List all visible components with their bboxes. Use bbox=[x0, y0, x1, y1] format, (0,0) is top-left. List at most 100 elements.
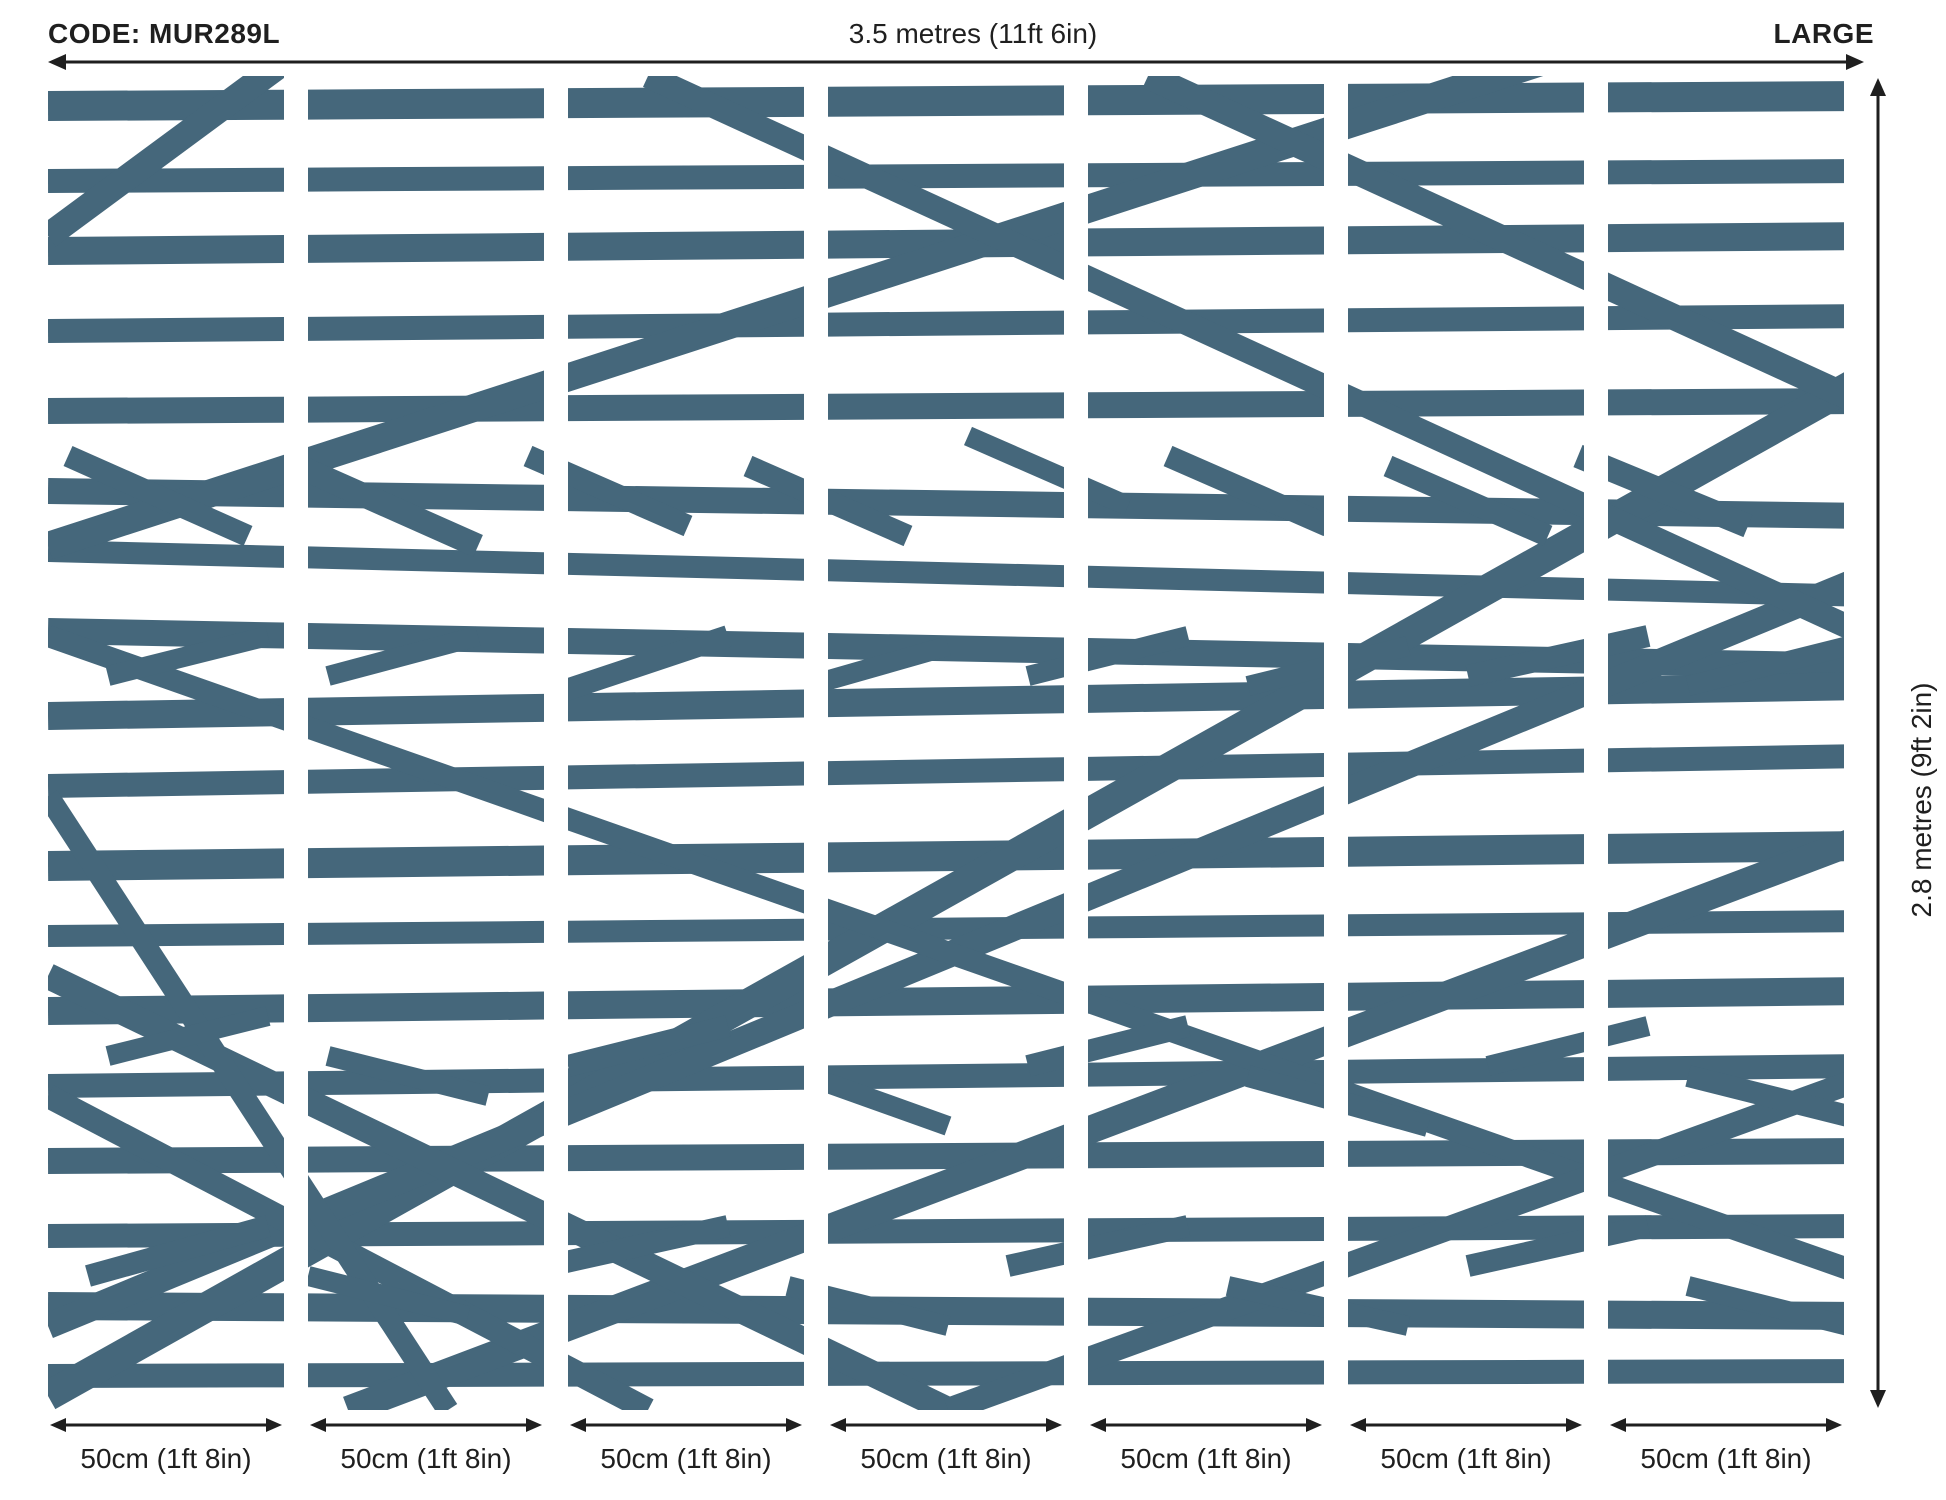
pattern-stripe bbox=[48, 540, 284, 568]
pattern-stripe bbox=[1088, 1360, 1324, 1386]
panel-width-label: 50cm (1ft 8in) bbox=[1380, 1443, 1552, 1474]
pattern-stripe bbox=[1608, 1359, 1844, 1384]
pattern-stripe bbox=[308, 715, 544, 823]
pattern-stripe bbox=[1348, 678, 1584, 805]
pattern-stripe bbox=[48, 789, 284, 1179]
panel-arrow-right-head bbox=[1306, 1418, 1322, 1432]
pattern-stripe bbox=[1348, 517, 1584, 685]
pattern-stripe bbox=[1348, 1139, 1584, 1167]
pattern-stripe bbox=[48, 1085, 284, 1234]
pattern-stripe bbox=[1025, 1045, 1064, 1077]
mural-pattern bbox=[308, 88, 544, 1410]
panel-width-label: 50cm (1ft 8in) bbox=[1640, 1443, 1812, 1474]
mural-panel bbox=[1608, 76, 1844, 1410]
mural-panel bbox=[1348, 76, 1584, 1410]
panel-arrow-right-head bbox=[1046, 1418, 1062, 1432]
pattern-stripe bbox=[568, 1015, 731, 1077]
pattern-stripe bbox=[943, 1355, 1064, 1410]
pattern-stripe bbox=[1685, 636, 1844, 696]
panel-arrow-left-head bbox=[570, 1418, 586, 1432]
mural-pattern bbox=[1348, 76, 1584, 1385]
pattern-stripe bbox=[1608, 222, 1844, 253]
pattern-stripe bbox=[63, 445, 253, 547]
pattern-stripe bbox=[1348, 1081, 1584, 1188]
panel-width-label: 50cm (1ft 8in) bbox=[1120, 1443, 1292, 1474]
pattern-stripe bbox=[568, 552, 804, 581]
pattern-stripe bbox=[308, 1145, 544, 1173]
pattern-stripe bbox=[1608, 1071, 1844, 1184]
pattern-stripe bbox=[1348, 636, 1411, 672]
pattern-stripe bbox=[1608, 1215, 1651, 1247]
product-code: CODE: MUR289L bbox=[48, 18, 281, 49]
pattern-stripe bbox=[568, 918, 804, 943]
pattern-stripe bbox=[1088, 390, 1324, 419]
pattern-stripe bbox=[828, 1285, 951, 1336]
mural-panel bbox=[1088, 76, 1324, 1410]
pattern-stripe bbox=[828, 685, 1064, 718]
pattern-stripe bbox=[743, 455, 804, 503]
pattern-stripe bbox=[105, 626, 271, 686]
pattern-stripe bbox=[828, 201, 1064, 308]
pattern-stripe bbox=[1088, 565, 1324, 594]
pattern-stripe bbox=[1348, 1359, 1584, 1385]
pattern-stripe bbox=[308, 622, 544, 654]
pattern-stripe bbox=[1348, 1299, 1584, 1329]
pattern-stripe bbox=[1348, 1302, 1411, 1336]
pattern-stripe bbox=[308, 693, 544, 726]
pattern-stripe bbox=[828, 839, 1064, 873]
pattern-stripe bbox=[308, 920, 544, 945]
pattern-stripe bbox=[1685, 1065, 1844, 1127]
pattern-stripe bbox=[105, 1006, 271, 1066]
pattern-stripe bbox=[1685, 1276, 1844, 1336]
mural-pattern bbox=[48, 76, 284, 1410]
pattern-stripe bbox=[568, 689, 804, 722]
pattern-stripe bbox=[1088, 1026, 1324, 1146]
pattern-stripe bbox=[1608, 455, 1753, 538]
width-arrow-right-head bbox=[1846, 54, 1864, 70]
pattern-stripe bbox=[828, 559, 1064, 588]
pattern-stripe bbox=[1348, 912, 1584, 937]
pattern-stripe bbox=[1088, 1140, 1324, 1169]
total-height-label: 2.8 metres (9ft 2in) bbox=[1906, 682, 1937, 918]
pattern-stripe bbox=[1348, 224, 1584, 255]
pattern-stripe bbox=[1608, 1172, 1844, 1280]
pattern-stripe bbox=[308, 457, 483, 557]
pattern-stripe bbox=[1088, 226, 1324, 257]
pattern-stripe bbox=[828, 985, 1064, 1017]
pattern-stripe bbox=[828, 809, 1064, 977]
pattern-stripe bbox=[308, 991, 544, 1023]
pattern-stripe bbox=[568, 807, 804, 914]
pattern-stripe bbox=[1245, 1065, 1324, 1109]
pattern-stripe bbox=[1348, 1215, 1584, 1241]
pattern-stripe bbox=[1348, 834, 1584, 867]
pattern-stripe bbox=[568, 1215, 731, 1273]
pattern-stripe bbox=[1608, 672, 1844, 705]
pattern-stripe bbox=[1348, 1166, 1584, 1278]
panel-arrow-left-head bbox=[1610, 1418, 1626, 1432]
pattern-stripe bbox=[568, 1222, 804, 1342]
pattern-stripe bbox=[1245, 656, 1324, 696]
pattern-stripe bbox=[1485, 1031, 1584, 1076]
pattern-stripe bbox=[828, 632, 1064, 664]
panel-arrow-left-head bbox=[50, 1418, 66, 1432]
pattern-stripe bbox=[568, 393, 804, 422]
pattern-stripe bbox=[1608, 159, 1844, 185]
pattern-stripe bbox=[325, 1046, 491, 1106]
pattern-stripe bbox=[308, 1266, 471, 1326]
pattern-stripe bbox=[1142, 76, 1324, 171]
pattern-stripe bbox=[828, 145, 1064, 281]
pattern-stripe bbox=[1348, 306, 1584, 333]
pattern-stripe bbox=[48, 235, 284, 265]
pattern-stripe bbox=[308, 1293, 544, 1323]
pattern-stripe bbox=[1348, 160, 1584, 186]
pattern-stripe bbox=[963, 426, 1064, 489]
pattern-stripe bbox=[1608, 744, 1844, 773]
pattern-stripe bbox=[1348, 389, 1584, 417]
pattern-stripe bbox=[828, 1062, 1064, 1090]
pattern-stripe bbox=[308, 1174, 458, 1410]
pattern-stripe bbox=[828, 1296, 1064, 1326]
pattern-stripe bbox=[1088, 914, 1324, 939]
height-arrow-bottom-head bbox=[1870, 1390, 1886, 1408]
pattern-stripe bbox=[1383, 455, 1553, 547]
pattern-stripe bbox=[1465, 638, 1584, 687]
